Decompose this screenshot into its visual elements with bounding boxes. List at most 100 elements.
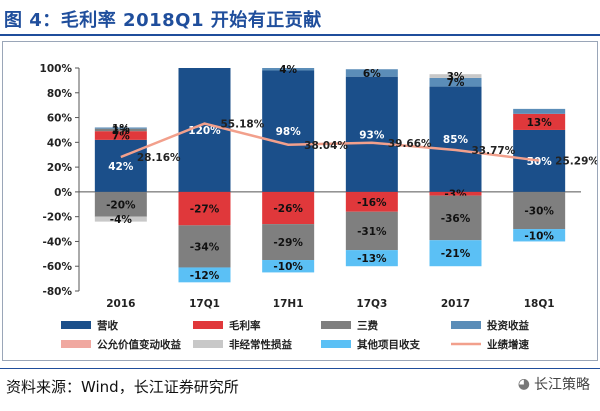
bar-2017-毛利率 [429,191,482,196]
data-label: -10% [524,230,554,242]
legend-label: 营收 [97,319,118,332]
bar-2017-非经常性损益 [429,74,482,78]
line-label: 55.18% [221,119,265,131]
x-tick-label: 17Q3 [356,298,387,310]
data-label: -13% [357,253,387,265]
y-tick-label: 20% [47,162,73,174]
legend-swatch [321,340,351,348]
bar-2017-其他项目收支 [429,240,482,267]
x-tick-label: 2016 [106,298,135,310]
data-label: -26% [273,203,303,215]
data-label: -16% [357,197,387,209]
data-label: -27% [190,204,220,216]
data-label: 1% [112,123,130,135]
data-label: -30% [524,205,554,217]
line-label: 33.77% [472,145,516,157]
bar-17Q3-毛利率 [345,191,398,212]
bar-18Q1-三费 [513,191,566,230]
data-label: 7% [112,131,130,143]
y-tick-label: 80% [47,88,73,100]
x-tick-label: 17Q1 [189,298,220,310]
legend-label: 三费 [357,319,378,332]
data-label: 98% [276,126,302,138]
x-tick-label: 17H1 [273,298,304,310]
bar-17Q3-三费 [345,211,398,251]
legend-swatch [193,321,223,329]
bar-2016-三费 [94,128,147,132]
watermark-text: 长江策略 [534,377,590,393]
y-tick-label: 0% [54,187,72,199]
data-label: 3% [447,71,465,83]
data-label: 7% [447,77,465,89]
data-label: 13% [527,117,553,129]
chart-svg: -80% -60% -40% -20% 0% 20% 40% 60% 80% 100% 42% 7% 2… [40,63,597,351]
legend-label: 非经常性损益 [229,338,292,351]
source-divider [0,368,600,369]
y-tick-label: -20% [43,212,73,224]
y-tick-label: -60% [43,261,73,273]
data-label: -29% [273,237,303,249]
line-label: 25.29% [555,156,597,168]
bar-2016-三费 [94,191,147,217]
y-tick-label: 60% [47,113,73,125]
bar-17Q1-毛利率 [178,191,231,226]
x-tick-label: 2017 [441,298,470,310]
legend-label: 公允价值变动收益 [97,338,181,351]
bar-17H1-其他项目收支 [262,260,315,273]
y-tick-label: -40% [43,236,73,248]
page-title: 图 4：毛利率 2018Q1 开始有正贡献 [4,10,322,31]
bar-2016-投资收益 [94,127,147,129]
data-label: -31% [357,226,387,238]
bar-2016-毛利率 [94,131,147,140]
data-label: -34% [190,241,220,253]
bar-18Q1-营收 [513,129,566,192]
data-label: -20% [106,199,136,211]
bar-17Q1-其他项目收支 [178,267,231,283]
wechat-icon: ◕ [517,376,530,392]
data-label: -12% [190,270,220,282]
line-growth [120,122,540,162]
title-divider [0,34,600,36]
data-label: 93% [359,129,385,141]
bar-17Q3-其他项目收支 [345,250,398,267]
source-note: 资料来源：Wind，长江证券研究所 [6,378,239,396]
data-label: -10% [273,261,303,273]
legend-swatch [321,321,351,329]
x-tick-label: 18Q1 [524,298,555,310]
y-tick-label: 40% [47,137,73,149]
line-label: 38.04% [304,140,348,152]
bar-2016-非经常性损益 [94,216,147,222]
bar-17Q3-营收 [345,76,398,192]
data-label: -36% [441,213,471,225]
bar-17H1-营收 [262,70,315,192]
bar-2016-营收 [94,139,147,192]
legend-label: 业绩增速 [487,338,529,351]
chart-frame: -80% -60% -40% -20% 0% 20% 40% 60% 80% 100% 42% 7% 2… [2,41,598,361]
bar-2017-营收 [429,86,482,192]
legend-label: 投资收益 [487,319,529,332]
bar-18Q1-投资收益 [513,108,566,114]
y-tick-label: -80% [43,286,73,298]
legend-swatch [193,340,223,348]
bar-18Q1-其他项目收支 [513,229,566,242]
bar-17H1-毛利率 [262,191,315,225]
data-label: 50% [527,156,553,168]
bar-2017-三费 [429,195,482,241]
bar-17H1-三费 [262,224,315,261]
legend-swatch [451,321,481,329]
data-label: -21% [441,248,471,260]
bar-17Q3-投资收益 [345,69,398,77]
line-label: 28.16% [137,152,181,164]
bar-2017-投资收益 [429,77,482,87]
legend-label: 其他项目收支 [357,338,420,351]
data-label: 85% [443,134,469,146]
data-label: 4% [279,64,297,76]
bar-17H1-投资收益 [262,68,315,71]
y-tick-label: 100% [40,63,73,75]
watermark: ◕ 长江策略 [518,374,590,394]
legend-swatch [61,340,91,348]
data-label: -4% [110,214,133,226]
data-label: 42% [108,161,134,173]
bar-17Q1-三费 [178,225,231,268]
legend-swatch [61,321,91,329]
